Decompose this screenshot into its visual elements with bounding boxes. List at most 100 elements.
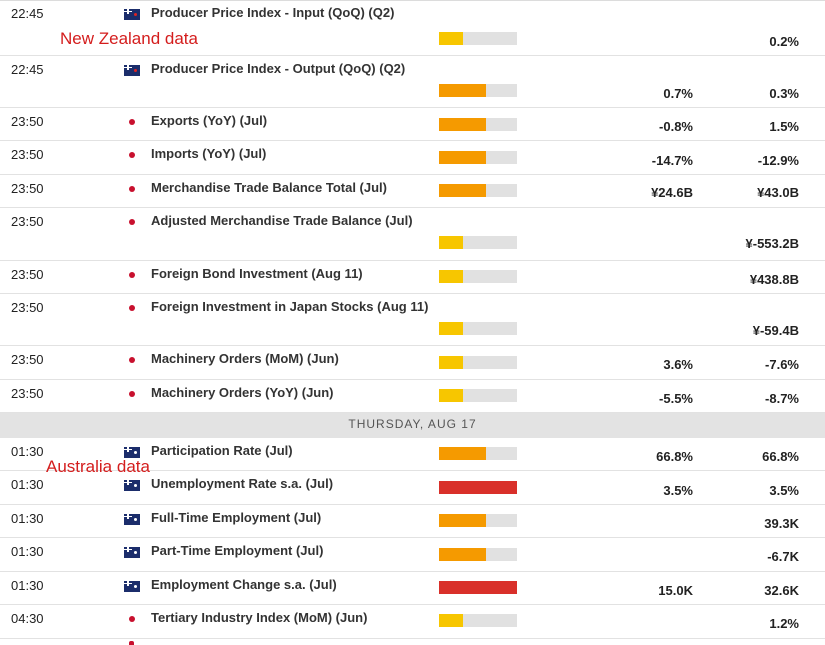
event-name[interactable]: Foreign Investment in Japan Stocks (Aug … <box>151 299 429 314</box>
flag-jp-icon <box>124 150 140 161</box>
table-row[interactable]: 23:50 Merchandise Trade Balance Total (Ju… <box>0 175 825 208</box>
impact-bar-fill <box>439 447 486 460</box>
annotation-au: Australia data <box>46 457 150 476</box>
event-name[interactable]: Unemployment Rate s.a. (Jul) <box>151 476 334 491</box>
event-time: 01:30 <box>11 544 44 559</box>
event-name[interactable]: Merchandise Trade Balance Total (Jul) <box>151 180 387 195</box>
impact-bar <box>439 514 517 527</box>
table-row[interactable]: 01:30 Part-Time Employment (Jul) -6.7K <box>0 538 825 572</box>
impact-bar <box>439 322 517 335</box>
table-row[interactable]: 23:50 Exports (YoY) (Jul) -0.8% 1.5% <box>0 108 825 141</box>
event-name[interactable]: Foreign Bond Investment (Aug 11) <box>151 266 363 281</box>
event-name[interactable]: Producer Price Index - Output (QoQ) (Q2) <box>151 61 406 76</box>
impact-bar <box>439 356 517 369</box>
impact-bar <box>439 236 517 249</box>
previous-value: -8.7% <box>765 391 799 406</box>
consensus-value: ¥24.6B <box>651 185 693 200</box>
event-name[interactable]: Exports (YoY) (Jul) <box>151 113 268 128</box>
impact-bar-fill <box>439 118 486 131</box>
flag-jp-icon <box>124 303 140 314</box>
event-name[interactable]: Machinery Orders (YoY) (Jun) <box>151 385 334 400</box>
flag-au-icon <box>124 447 140 458</box>
event-name[interactable]: Full-Time Employment (Jul) <box>151 510 322 525</box>
table-row[interactable]: 23:50 Machinery Orders (YoY) (Jun) -5.5% -8… <box>0 380 825 413</box>
event-time: 04:30 <box>11 611 44 626</box>
previous-value: -7.6% <box>765 357 799 372</box>
impact-bar <box>439 84 517 97</box>
event-name[interactable]: Producer Price Index - Input (QoQ) (Q2) <box>151 5 395 20</box>
event-time: 23:50 <box>11 181 44 196</box>
partial-flag-icon <box>124 639 140 645</box>
impact-bar-fill <box>439 270 463 283</box>
consensus-value: 15.0K <box>658 583 693 598</box>
impact-bar-fill <box>439 322 463 335</box>
table-row[interactable]: 22:45 Producer Price Index - Input (QoQ) … <box>0 0 825 56</box>
event-time: 23:50 <box>11 386 44 401</box>
event-time: 23:50 <box>11 214 44 229</box>
event-name[interactable]: Employment Change s.a. (Jul) <box>151 577 337 592</box>
event-name[interactable]: Imports (YoY) (Jul) <box>151 146 267 161</box>
impact-bar-fill <box>439 481 517 494</box>
impact-bar <box>439 118 517 131</box>
table-row[interactable]: 01:30 Employment Change s.a. (Jul) 15.0K 32… <box>0 572 825 605</box>
previous-value: -6.7K <box>767 549 799 564</box>
event-name[interactable]: Participation Rate (Jul) <box>151 443 293 458</box>
previous-value: 1.2% <box>769 616 799 631</box>
event-time: 23:50 <box>11 147 44 162</box>
flag-jp-icon <box>124 117 140 128</box>
previous-value: ¥-59.4B <box>752 323 799 338</box>
impact-bar <box>439 389 517 402</box>
consensus-value: -14.7% <box>651 153 693 168</box>
previous-value: 66.8% <box>762 449 799 464</box>
consensus-value: -0.8% <box>659 119 693 134</box>
table-row[interactable]: 04:30 Tertiary Industry Index (MoM) (Jun)… <box>0 605 825 639</box>
event-time: 23:50 <box>11 267 44 282</box>
event-time: 01:30 <box>11 578 44 593</box>
flag-jp-icon <box>124 389 140 400</box>
impact-bar <box>439 614 517 627</box>
table-row[interactable]: 01:30 Participation Rate (Jul) 66.8% 66.8% <box>0 438 825 471</box>
impact-bar <box>439 481 517 494</box>
flag-jp-icon <box>124 614 140 625</box>
impact-bar <box>439 581 517 594</box>
table-row[interactable]: 23:50 Adjusted Merchandise Trade Balance … <box>0 208 825 261</box>
previous-value: 1.5% <box>769 119 799 134</box>
flag-nz-icon <box>124 9 140 20</box>
table-row[interactable]: 01:30 Unemployment Rate s.a. (Jul) 3.5% 3.5… <box>0 471 825 505</box>
table-row[interactable]: 23:50 Imports (YoY) (Jul) -14.7% -12.9% <box>0 141 825 175</box>
impact-bar <box>439 548 517 561</box>
impact-bar-fill <box>439 581 517 594</box>
impact-bar-fill <box>439 151 486 164</box>
event-name[interactable]: Tertiary Industry Index (MoM) (Jun) <box>151 610 368 625</box>
impact-bar-fill <box>439 32 463 45</box>
event-time: 22:45 <box>11 62 44 77</box>
consensus-value: 3.6% <box>663 357 693 372</box>
impact-bar-fill <box>439 514 486 527</box>
event-name[interactable]: Adjusted Merchandise Trade Balance (Jul) <box>151 213 413 228</box>
table-row[interactable]: 23:50 Machinery Orders (MoM) (Jun) 3.6% -7.… <box>0 346 825 380</box>
table-row[interactable]: 23:50 Foreign Bond Investment (Aug 11) ¥43… <box>0 261 825 294</box>
event-time: 22:45 <box>11 6 44 21</box>
event-name[interactable]: Part-Time Employment (Jul) <box>151 543 324 558</box>
event-time: 01:30 <box>11 511 44 526</box>
impact-bar <box>439 184 517 197</box>
event-time: 23:50 <box>11 352 44 367</box>
previous-value: ¥43.0B <box>757 185 799 200</box>
day-header: THURSDAY, AUG 17 <box>0 413 825 438</box>
flag-jp-icon <box>124 270 140 281</box>
flag-jp-icon <box>124 184 140 195</box>
event-time: 01:30 <box>11 444 44 459</box>
previous-value: 3.5% <box>769 483 799 498</box>
annotation-nz: New Zealand data <box>60 29 198 48</box>
table-row[interactable]: 23:50 Foreign Investment in Japan Stocks … <box>0 294 825 346</box>
table-row[interactable]: 01:30 Full-Time Employment (Jul) 39.3K <box>0 505 825 538</box>
flag-au-icon <box>124 581 140 592</box>
table-row[interactable]: 22:45 Producer Price Index - Output (QoQ)… <box>0 56 825 108</box>
previous-value: 0.2% <box>769 34 799 49</box>
flag-au-icon <box>124 480 140 491</box>
consensus-value: -5.5% <box>659 391 693 406</box>
event-name[interactable]: Machinery Orders (MoM) (Jun) <box>151 351 339 366</box>
previous-value: 39.3K <box>764 516 799 531</box>
consensus-value: 0.7% <box>663 86 693 101</box>
impact-bar <box>439 447 517 460</box>
